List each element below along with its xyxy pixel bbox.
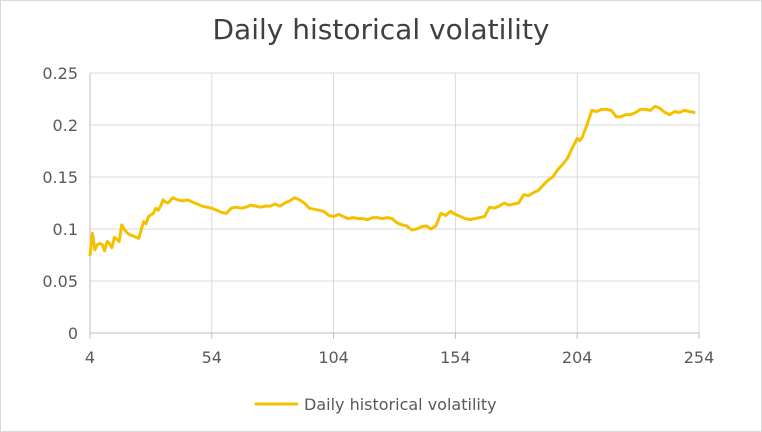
y-tick-label: 0.2 xyxy=(53,116,78,135)
x-tick-label: 4 xyxy=(85,348,95,367)
series-lines xyxy=(88,104,696,257)
chart-title: Daily historical volatility xyxy=(212,13,550,46)
y-tick-label: 0 xyxy=(68,324,78,343)
legend: Daily historical volatility xyxy=(254,395,497,414)
y-tick-label: 0.25 xyxy=(42,64,78,83)
x-tick-label: 204 xyxy=(562,348,593,367)
x-tick-label: 104 xyxy=(318,348,349,367)
series-line xyxy=(88,104,696,257)
axes: 0 0.05 0.1 0.15 0.2 0.25 4 54 104 154 204 254 xyxy=(42,64,714,367)
y-tick-label: 0.05 xyxy=(42,272,78,291)
x-tick-label: 254 xyxy=(684,348,715,367)
grid-lines xyxy=(90,72,700,333)
y-tick-label: 0.15 xyxy=(42,168,78,187)
x-tick-label: 54 xyxy=(202,348,222,367)
legend-label: Daily historical volatility xyxy=(304,395,497,414)
y-tick-label: 0.1 xyxy=(53,220,78,239)
x-tick-label: 154 xyxy=(440,348,471,367)
